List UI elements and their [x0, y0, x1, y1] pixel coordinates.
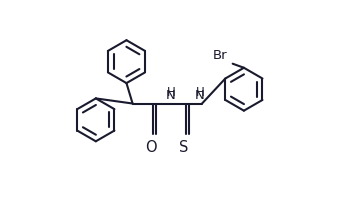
Text: N: N: [166, 88, 176, 101]
Text: O: O: [145, 140, 156, 154]
Text: H: H: [196, 85, 204, 98]
Text: N: N: [195, 88, 205, 101]
Text: H: H: [167, 85, 175, 98]
Text: Br: Br: [213, 48, 228, 61]
Text: S: S: [179, 140, 188, 154]
